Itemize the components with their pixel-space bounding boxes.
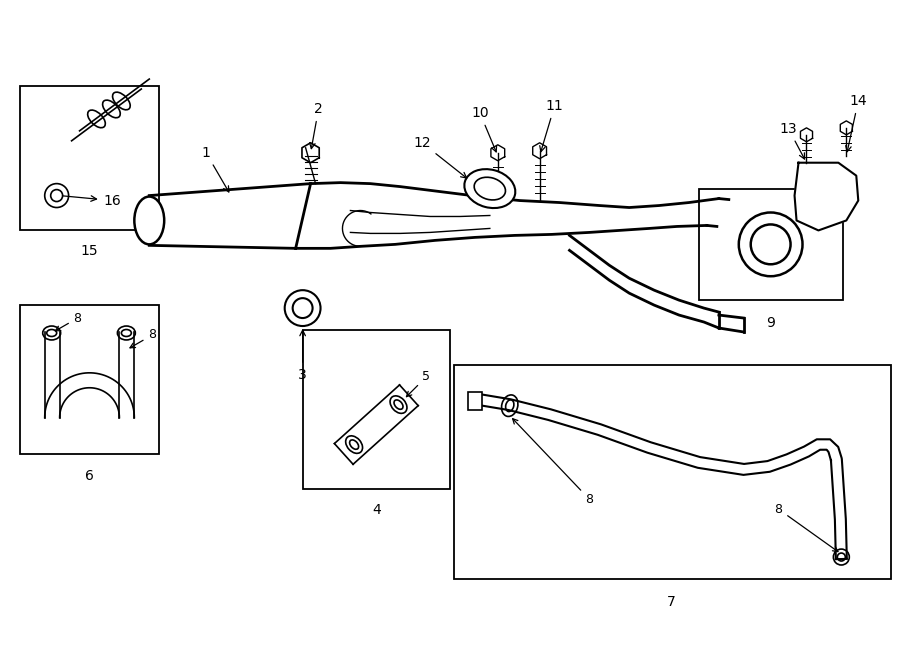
Bar	[20, 305, 159, 455]
Text: 16: 16	[62, 194, 122, 208]
Ellipse shape	[134, 196, 164, 245]
Text: 8: 8	[513, 418, 593, 506]
Text: 10: 10	[471, 106, 497, 152]
Text: 5: 5	[407, 370, 430, 397]
Text: 8: 8	[130, 329, 157, 348]
Bar	[699, 188, 843, 300]
Text: 11: 11	[540, 99, 563, 152]
Text: 8: 8	[55, 311, 82, 331]
Polygon shape	[795, 163, 859, 231]
Text: 14: 14	[846, 94, 867, 151]
Bar	[454, 365, 891, 579]
Text: 3: 3	[298, 330, 307, 382]
Text: 15: 15	[81, 245, 98, 258]
Bar	[20, 86, 159, 231]
Text: 7: 7	[667, 595, 675, 609]
Bar	[302, 330, 450, 489]
Bar	[468, 392, 482, 410]
Ellipse shape	[464, 169, 516, 208]
Text: 9: 9	[766, 316, 775, 330]
Text: 4: 4	[372, 503, 381, 518]
Text: 13: 13	[779, 122, 805, 159]
Text: 8: 8	[775, 503, 838, 552]
Text: 2: 2	[310, 102, 323, 149]
Text: 6: 6	[86, 469, 94, 483]
Text: 12: 12	[413, 136, 466, 178]
Text: 1: 1	[202, 145, 229, 192]
